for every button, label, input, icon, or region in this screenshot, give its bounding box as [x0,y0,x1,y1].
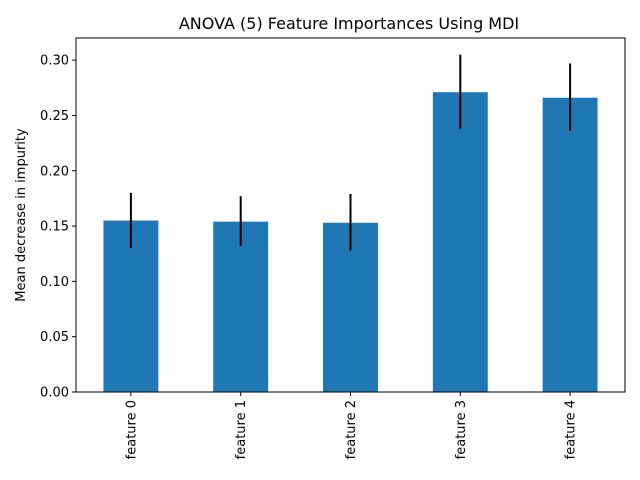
y-tick-label: 0.05 [40,330,69,345]
y-tick-label: 0.15 [40,220,69,235]
x-tick-label: feature 3 [454,400,469,459]
x-tick-label: feature 4 [564,400,579,459]
x-axis-ticks: feature 0 feature 1 feature 2 feature 3 feat… [124,392,579,459]
y-tick-label: 0.25 [40,109,69,124]
y-tick-label: 0.00 [40,386,69,401]
error-bar-group [129,54,572,251]
plot-area-frame [75,37,626,393]
y-tick-label: 0.30 [40,54,69,69]
x-tick-label: feature 1 [234,400,249,459]
bar-feature-4 [542,97,598,393]
x-tick-label: feature 2 [344,400,359,459]
bar-feature-0 [103,220,159,392]
bar-feature-3 [432,92,488,393]
bar-feature-2 [323,222,378,392]
y-tick-label: 0.10 [40,275,69,290]
y-axis-label: Mean decrease in impurity [14,128,29,302]
x-tick-label: feature 0 [124,400,139,459]
y-tick-label: 0.20 [40,164,69,179]
bar-group [103,92,598,393]
chart-title: ANOVA (5) Feature Importances Using MDI [179,14,519,33]
bar-feature-1 [213,221,269,392]
y-axis-ticks: 0.00 0.05 0.10 0.15 0.20 0.25 0.30 [40,54,76,401]
